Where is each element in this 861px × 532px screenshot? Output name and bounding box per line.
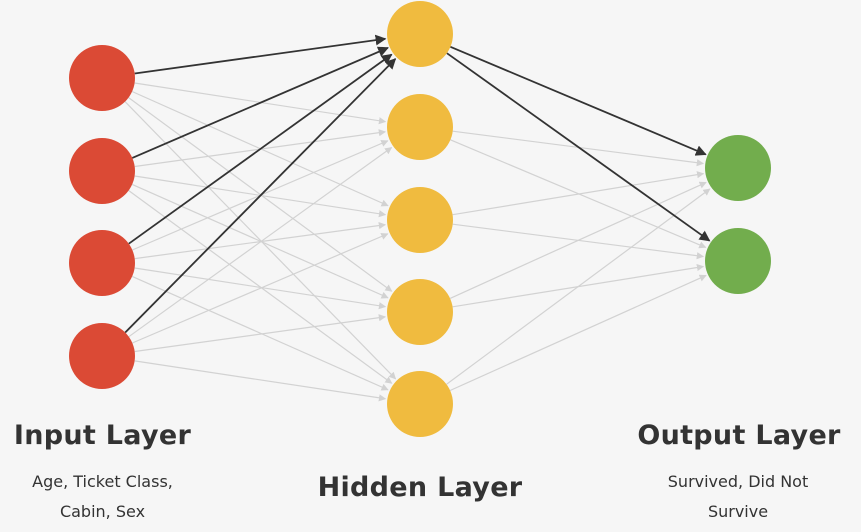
- connection-input-4-to-hidden-4: [134, 314, 387, 353]
- input-node-3: [69, 230, 135, 296]
- connection-input-4-to-hidden-2: [128, 147, 393, 338]
- connection-hidden-1-to-output-1: [450, 45, 707, 156]
- hidden-node-1: [387, 1, 453, 67]
- connection-hidden-1-to-output-2: [446, 52, 711, 242]
- connection-input-1-to-hidden-4: [128, 97, 393, 292]
- input-node-2: [69, 138, 135, 204]
- hidden-layer-title: Hidden Layer: [317, 472, 523, 503]
- connection-input-4-to-hidden-3: [132, 233, 389, 344]
- faint-connections: [124, 82, 711, 402]
- output-node-1: [705, 135, 771, 201]
- input-layer-description: Age, Ticket Class, Cabin, Sex: [0, 467, 205, 527]
- connection-hidden-4-to-output-1: [449, 181, 707, 299]
- connection-input-4-to-hidden-1: [124, 58, 397, 334]
- hidden-node-3: [387, 187, 453, 253]
- input-layer-description-line1: Age, Ticket Class,: [32, 472, 173, 491]
- connection-input-3-to-hidden-5: [131, 275, 389, 391]
- hidden-node-4: [387, 279, 453, 345]
- highlighted-connections: [124, 34, 711, 334]
- connection-input-3-to-hidden-1: [128, 53, 393, 245]
- input-node-1: [69, 45, 135, 111]
- neuron-nodes: [69, 1, 771, 437]
- connection-hidden-5-to-output-2: [449, 274, 707, 392]
- input-node-4: [69, 323, 135, 389]
- output-node-2: [705, 228, 771, 294]
- connection-hidden-3-to-output-1: [452, 171, 705, 216]
- input-layer-description-line2: Cabin, Sex: [59, 502, 146, 521]
- output-layer-description-line2: Survive: [707, 502, 769, 521]
- hidden-node-2: [387, 94, 453, 160]
- output-layer-description-line1: Survived, Did Not: [667, 472, 809, 491]
- hidden-node-5: [387, 371, 453, 437]
- connection-input-1-to-hidden-5: [124, 101, 397, 380]
- connection-hidden-5-to-output-1: [446, 188, 711, 385]
- connection-input-3-to-hidden-4: [134, 267, 387, 310]
- connection-input-2-to-hidden-1: [131, 46, 389, 159]
- input-layer-title: Input Layer: [13, 420, 192, 451]
- output-layer-title: Output Layer: [637, 420, 841, 451]
- output-layer-description: Survived, Did Not Survive: [638, 467, 838, 527]
- connection-input-4-to-hidden-5: [134, 360, 387, 402]
- connection-input-1-to-hidden-1: [134, 34, 387, 75]
